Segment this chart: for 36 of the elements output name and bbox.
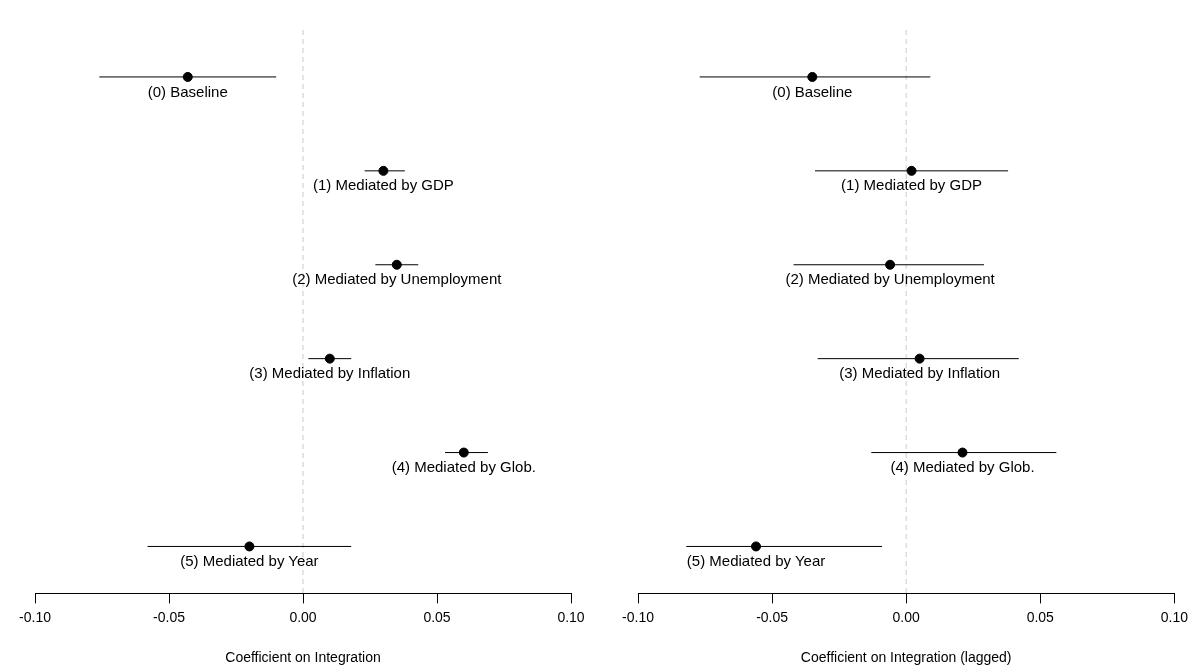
point bbox=[391, 259, 402, 270]
point bbox=[182, 71, 193, 82]
x-tick-label: 0.10 bbox=[1160, 608, 1189, 625]
y-tick-label: (5) Mediated by Year bbox=[180, 552, 319, 570]
x-tick-label: -0.05 bbox=[756, 608, 789, 625]
y-tick-label: (2) Mediated by Unemployment bbox=[785, 270, 996, 288]
y-tick-label: (3) Mediated by Inflation bbox=[249, 364, 411, 382]
point bbox=[906, 165, 917, 176]
x-tick-label: 0.00 bbox=[892, 608, 921, 625]
point bbox=[324, 353, 335, 364]
y-tick-label: (1) Mediated by GDP bbox=[841, 176, 982, 194]
y-tick-label: (5) Mediated by Year bbox=[686, 552, 826, 570]
point bbox=[378, 165, 389, 176]
y-tick-label: (0) Baseline bbox=[147, 82, 228, 100]
y-tick-label: (1) Mediated by GDP bbox=[312, 176, 454, 194]
point bbox=[244, 541, 255, 552]
y-tick-label: (0) Baseline bbox=[772, 82, 853, 100]
x-tick-label: -0.10 bbox=[19, 608, 52, 625]
y-tick-label: (4) Mediated by Glob. bbox=[890, 458, 1035, 476]
point bbox=[807, 71, 818, 82]
point bbox=[885, 259, 896, 270]
y-tick-label: (4) Mediated by Glob. bbox=[391, 458, 536, 476]
x-tick-label: 0.05 bbox=[1026, 608, 1055, 625]
x-axis-title: Coefficient on Integration (lagged) bbox=[800, 649, 1012, 666]
y-tick-label: (3) Mediated by Inflation bbox=[839, 364, 1001, 382]
y-tick-label: (2) Mediated by Unemployment bbox=[292, 270, 503, 288]
x-tick-label: -0.05 bbox=[153, 608, 186, 625]
point bbox=[914, 353, 925, 364]
point bbox=[458, 447, 469, 458]
x-tick-label: 0.05 bbox=[423, 608, 451, 625]
point bbox=[751, 541, 761, 552]
x-tick-label: 0.00 bbox=[289, 608, 317, 625]
x-tick-label: 0.10 bbox=[557, 608, 585, 625]
x-axis-title: Coefficient on Integration bbox=[225, 649, 381, 666]
x-tick-label: -0.10 bbox=[622, 608, 655, 625]
point bbox=[957, 447, 968, 458]
